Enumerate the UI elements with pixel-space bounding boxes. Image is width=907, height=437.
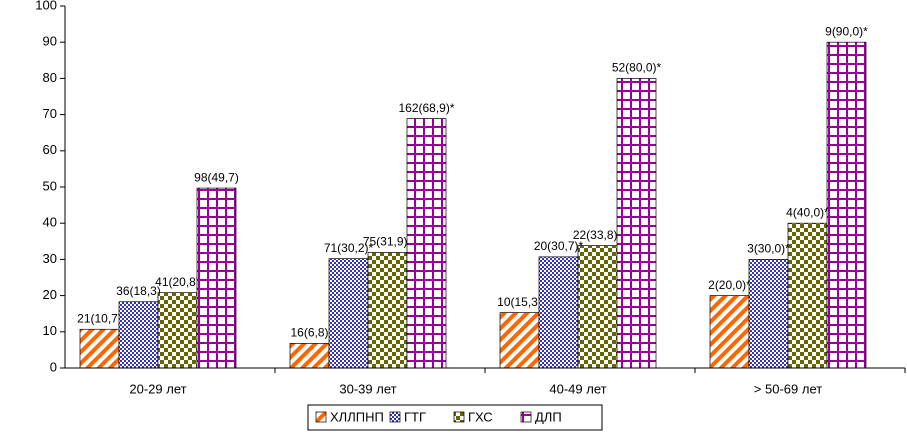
legend-label: ГТГ: [404, 409, 426, 424]
value-label: 20(30,7)*: [534, 239, 584, 253]
bar: [79, 328, 120, 369]
legend-swatch: [389, 411, 401, 423]
legend-label: ГХС: [468, 409, 493, 424]
bar: [406, 118, 447, 369]
value-label: 10(15,3): [497, 295, 542, 309]
y-tick-label: 60: [43, 142, 57, 157]
bar: [826, 41, 867, 369]
bar: [157, 292, 198, 369]
bar: [328, 258, 369, 369]
value-label: 4(40,0)*: [786, 205, 829, 219]
bar: [748, 259, 789, 369]
bar: [787, 222, 828, 369]
value-label: 21(10,7): [77, 311, 122, 325]
x-tick-label: > 50-69 лет: [754, 381, 822, 396]
legend-swatch: [315, 411, 327, 423]
bar: [367, 252, 408, 369]
legend-swatch: [520, 411, 532, 423]
value-label: 98(49,7): [194, 170, 239, 184]
bar: [196, 187, 237, 369]
bar: [538, 256, 579, 369]
y-tick-label: 40: [43, 215, 57, 230]
legend-swatch: [453, 411, 465, 423]
value-label: 16(6,8): [290, 326, 328, 340]
x-tick-label: 40-49 лет: [549, 381, 606, 396]
bar: [616, 78, 657, 369]
value-label: 36(18,3): [116, 284, 161, 298]
value-label: 71(30,2)*: [324, 241, 374, 255]
y-tick-label: 0: [50, 359, 57, 374]
value-label: 75(31,9)*: [363, 235, 413, 249]
bar: [289, 343, 330, 369]
bar: [499, 312, 540, 369]
legend-label: ДЛП: [535, 409, 562, 424]
y-tick-label: 80: [43, 70, 57, 85]
x-tick-label: 20-29 лет: [129, 381, 186, 396]
x-tick-label: 30-39 лет: [339, 381, 396, 396]
value-label: 22(33,8)*: [573, 228, 623, 242]
value-label: 41(20,8): [155, 275, 200, 289]
bar: [709, 295, 750, 369]
bar: [118, 301, 159, 369]
value-label: 9(90,0)*: [825, 24, 868, 38]
y-tick-label: 90: [43, 34, 57, 49]
y-tick-label: 100: [35, 0, 57, 12]
value-label: 2(20,0)*: [708, 278, 751, 292]
y-tick-label: 20: [43, 287, 57, 302]
y-tick-label: 10: [43, 323, 57, 338]
y-tick-label: 70: [43, 106, 57, 121]
legend-label: ХЛЛПНП: [330, 409, 384, 424]
bar: [577, 245, 618, 369]
y-tick-label: 50: [43, 178, 57, 193]
value-label: 52(80,0)*: [612, 61, 662, 75]
value-label: 162(68,9)*: [398, 101, 454, 115]
y-tick-label: 30: [43, 251, 57, 266]
value-label: 3(30,0)*: [747, 242, 790, 256]
